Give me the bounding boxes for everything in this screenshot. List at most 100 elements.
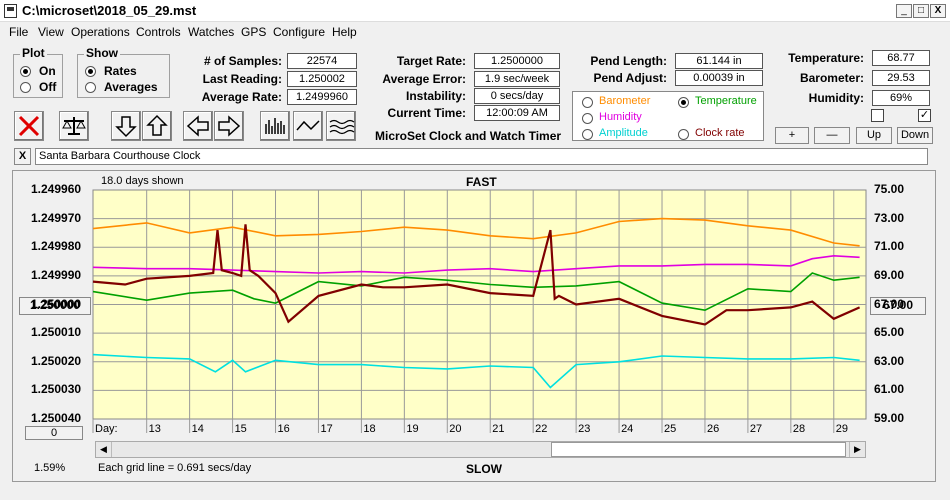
option-checkbox-2[interactable]: ✓	[918, 109, 931, 122]
day-label: Day:	[95, 423, 118, 435]
menu-operations[interactable]: Operations	[71, 25, 130, 39]
scroll-thumb[interactable]	[551, 442, 846, 457]
average-rate-label: Average Rate:	[201, 90, 282, 104]
days-shown: 18.0 days shown	[101, 175, 184, 187]
left-axis-center-button[interactable]: 1.250000	[19, 297, 91, 315]
plot-on-radio[interactable]	[20, 66, 31, 77]
humidity-radio[interactable]	[582, 113, 593, 124]
humidity-option-label: Humidity	[599, 111, 642, 123]
day-tick-label: 13	[148, 423, 161, 435]
wave-icon	[329, 119, 355, 135]
left-axis-tick: 1.250000	[31, 296, 82, 311]
humidity-value: 69%	[872, 90, 930, 106]
temperature-radio[interactable]	[678, 97, 689, 108]
left-axis-tick: 1.249970	[31, 210, 82, 225]
menu-file[interactable]: File	[9, 25, 29, 39]
right-axis-center-button[interactable]: 67.00	[870, 297, 926, 315]
show-averages-label: Averages	[104, 80, 158, 94]
menu-configure[interactable]: Configure	[273, 25, 326, 39]
show-group	[77, 54, 170, 98]
day-tick-label: 25	[664, 423, 677, 435]
barometer-radio[interactable]	[582, 97, 593, 108]
right-axis-tick: 73.00	[874, 210, 905, 225]
arrow-right-icon	[218, 115, 241, 137]
right-axis-tick: 71.00	[874, 239, 905, 254]
show-rates-radio[interactable]	[85, 66, 96, 77]
average-error-label: Average Error:	[382, 72, 466, 86]
barometer-label: Barometer:	[799, 71, 864, 85]
pend-length-value: 61.144 in	[675, 53, 763, 69]
scroll-right-icon[interactable]: ▶	[849, 442, 865, 457]
series-line-temperature	[92, 272, 860, 312]
clock-name-field[interactable]: Santa Barbara Courthouse Clock	[35, 148, 928, 165]
pend-adjust-label: Pend Adjust:	[593, 71, 667, 85]
minus-button[interactable]: —	[814, 127, 850, 144]
menu-gps[interactable]: GPS	[241, 25, 267, 39]
wave-view-button[interactable]	[326, 111, 356, 141]
day-tick-label: 23	[578, 423, 591, 435]
stop-button[interactable]	[14, 111, 44, 141]
close-button[interactable]: X	[930, 4, 946, 18]
line-graph-icon	[296, 120, 320, 131]
plot-group-title: Plot	[20, 46, 47, 60]
day-tick-label: 17	[320, 423, 333, 435]
fast-label: FAST	[466, 175, 497, 189]
show-rates-label: Rates	[104, 64, 137, 78]
day-tick-label: 28	[792, 423, 806, 435]
up-arrow-button[interactable]	[142, 111, 172, 141]
balance-button[interactable]	[59, 111, 89, 141]
plot-off-radio[interactable]	[20, 82, 31, 93]
plus-button[interactable]: +	[775, 127, 809, 144]
offset-button[interactable]: 0	[25, 426, 83, 440]
option-checkbox-1[interactable]	[871, 109, 884, 122]
maximize-button[interactable]: □	[913, 4, 929, 18]
right-axis-tick: 63.00	[874, 353, 905, 368]
down-button[interactable]: Down	[897, 127, 933, 144]
bars-view-button[interactable]	[260, 111, 290, 141]
line-view-button[interactable]	[293, 111, 323, 141]
temperature-value: 68.77	[872, 50, 930, 66]
menu-help[interactable]: Help	[332, 25, 357, 39]
clock-rate-option-label: Clock rate	[695, 127, 745, 139]
minimize-button[interactable]: _	[896, 4, 912, 18]
menu-controls[interactable]: Controls	[136, 25, 181, 39]
left-axis-tick: 1.249990	[31, 267, 82, 282]
left-axis-tick: 1.249960	[31, 182, 82, 196]
samples-value: 22574	[287, 53, 357, 69]
last-reading-label: Last Reading:	[202, 72, 282, 86]
left-axis-tick: 1.250040	[31, 411, 82, 425]
percent-readout: 1.59%	[34, 462, 66, 474]
right-axis-tick: 59.00	[874, 411, 905, 425]
horizontal-scrollbar[interactable]: ◀ ▶	[95, 441, 866, 458]
left-axis-tick: 1.250010	[31, 325, 82, 340]
temperature-option-label: Temperature	[695, 95, 757, 107]
x-icon	[18, 115, 40, 137]
humidity-label: Humidity:	[808, 91, 864, 105]
day-tick-label: 20	[449, 423, 462, 435]
right-arrow-button[interactable]	[214, 111, 244, 141]
left-arrow-button[interactable]	[183, 111, 213, 141]
day-tick-label: 15	[234, 423, 247, 435]
clear-clock-button[interactable]: X	[14, 148, 31, 165]
series-line-barometer	[92, 217, 860, 247]
amplitude-radio[interactable]	[582, 129, 593, 140]
title-bar: C:\microset\2018_05_29.mst _ □ X	[0, 0, 950, 22]
current-time-value: 12:00:09 AM	[474, 105, 560, 121]
menu-view[interactable]: View	[38, 25, 64, 39]
scroll-left-icon[interactable]: ◀	[96, 442, 112, 457]
up-button[interactable]: Up	[856, 127, 892, 144]
series-line-clock-rate	[92, 224, 861, 326]
menu-watches[interactable]: Watches	[188, 25, 235, 39]
plot-on-label: On	[39, 64, 56, 78]
app-icon	[4, 4, 17, 18]
left-axis-tick: 1.250020	[31, 353, 82, 368]
plot-off-label: Off	[39, 80, 57, 94]
clock-rate-radio[interactable]	[678, 129, 689, 140]
show-averages-radio[interactable]	[85, 82, 96, 93]
target-rate-label: Target Rate:	[396, 54, 466, 68]
show-group-title: Show	[84, 46, 120, 60]
sensor-select-box	[572, 91, 764, 141]
down-arrow-button[interactable]	[111, 111, 141, 141]
right-axis-tick: 75.00	[874, 182, 905, 196]
